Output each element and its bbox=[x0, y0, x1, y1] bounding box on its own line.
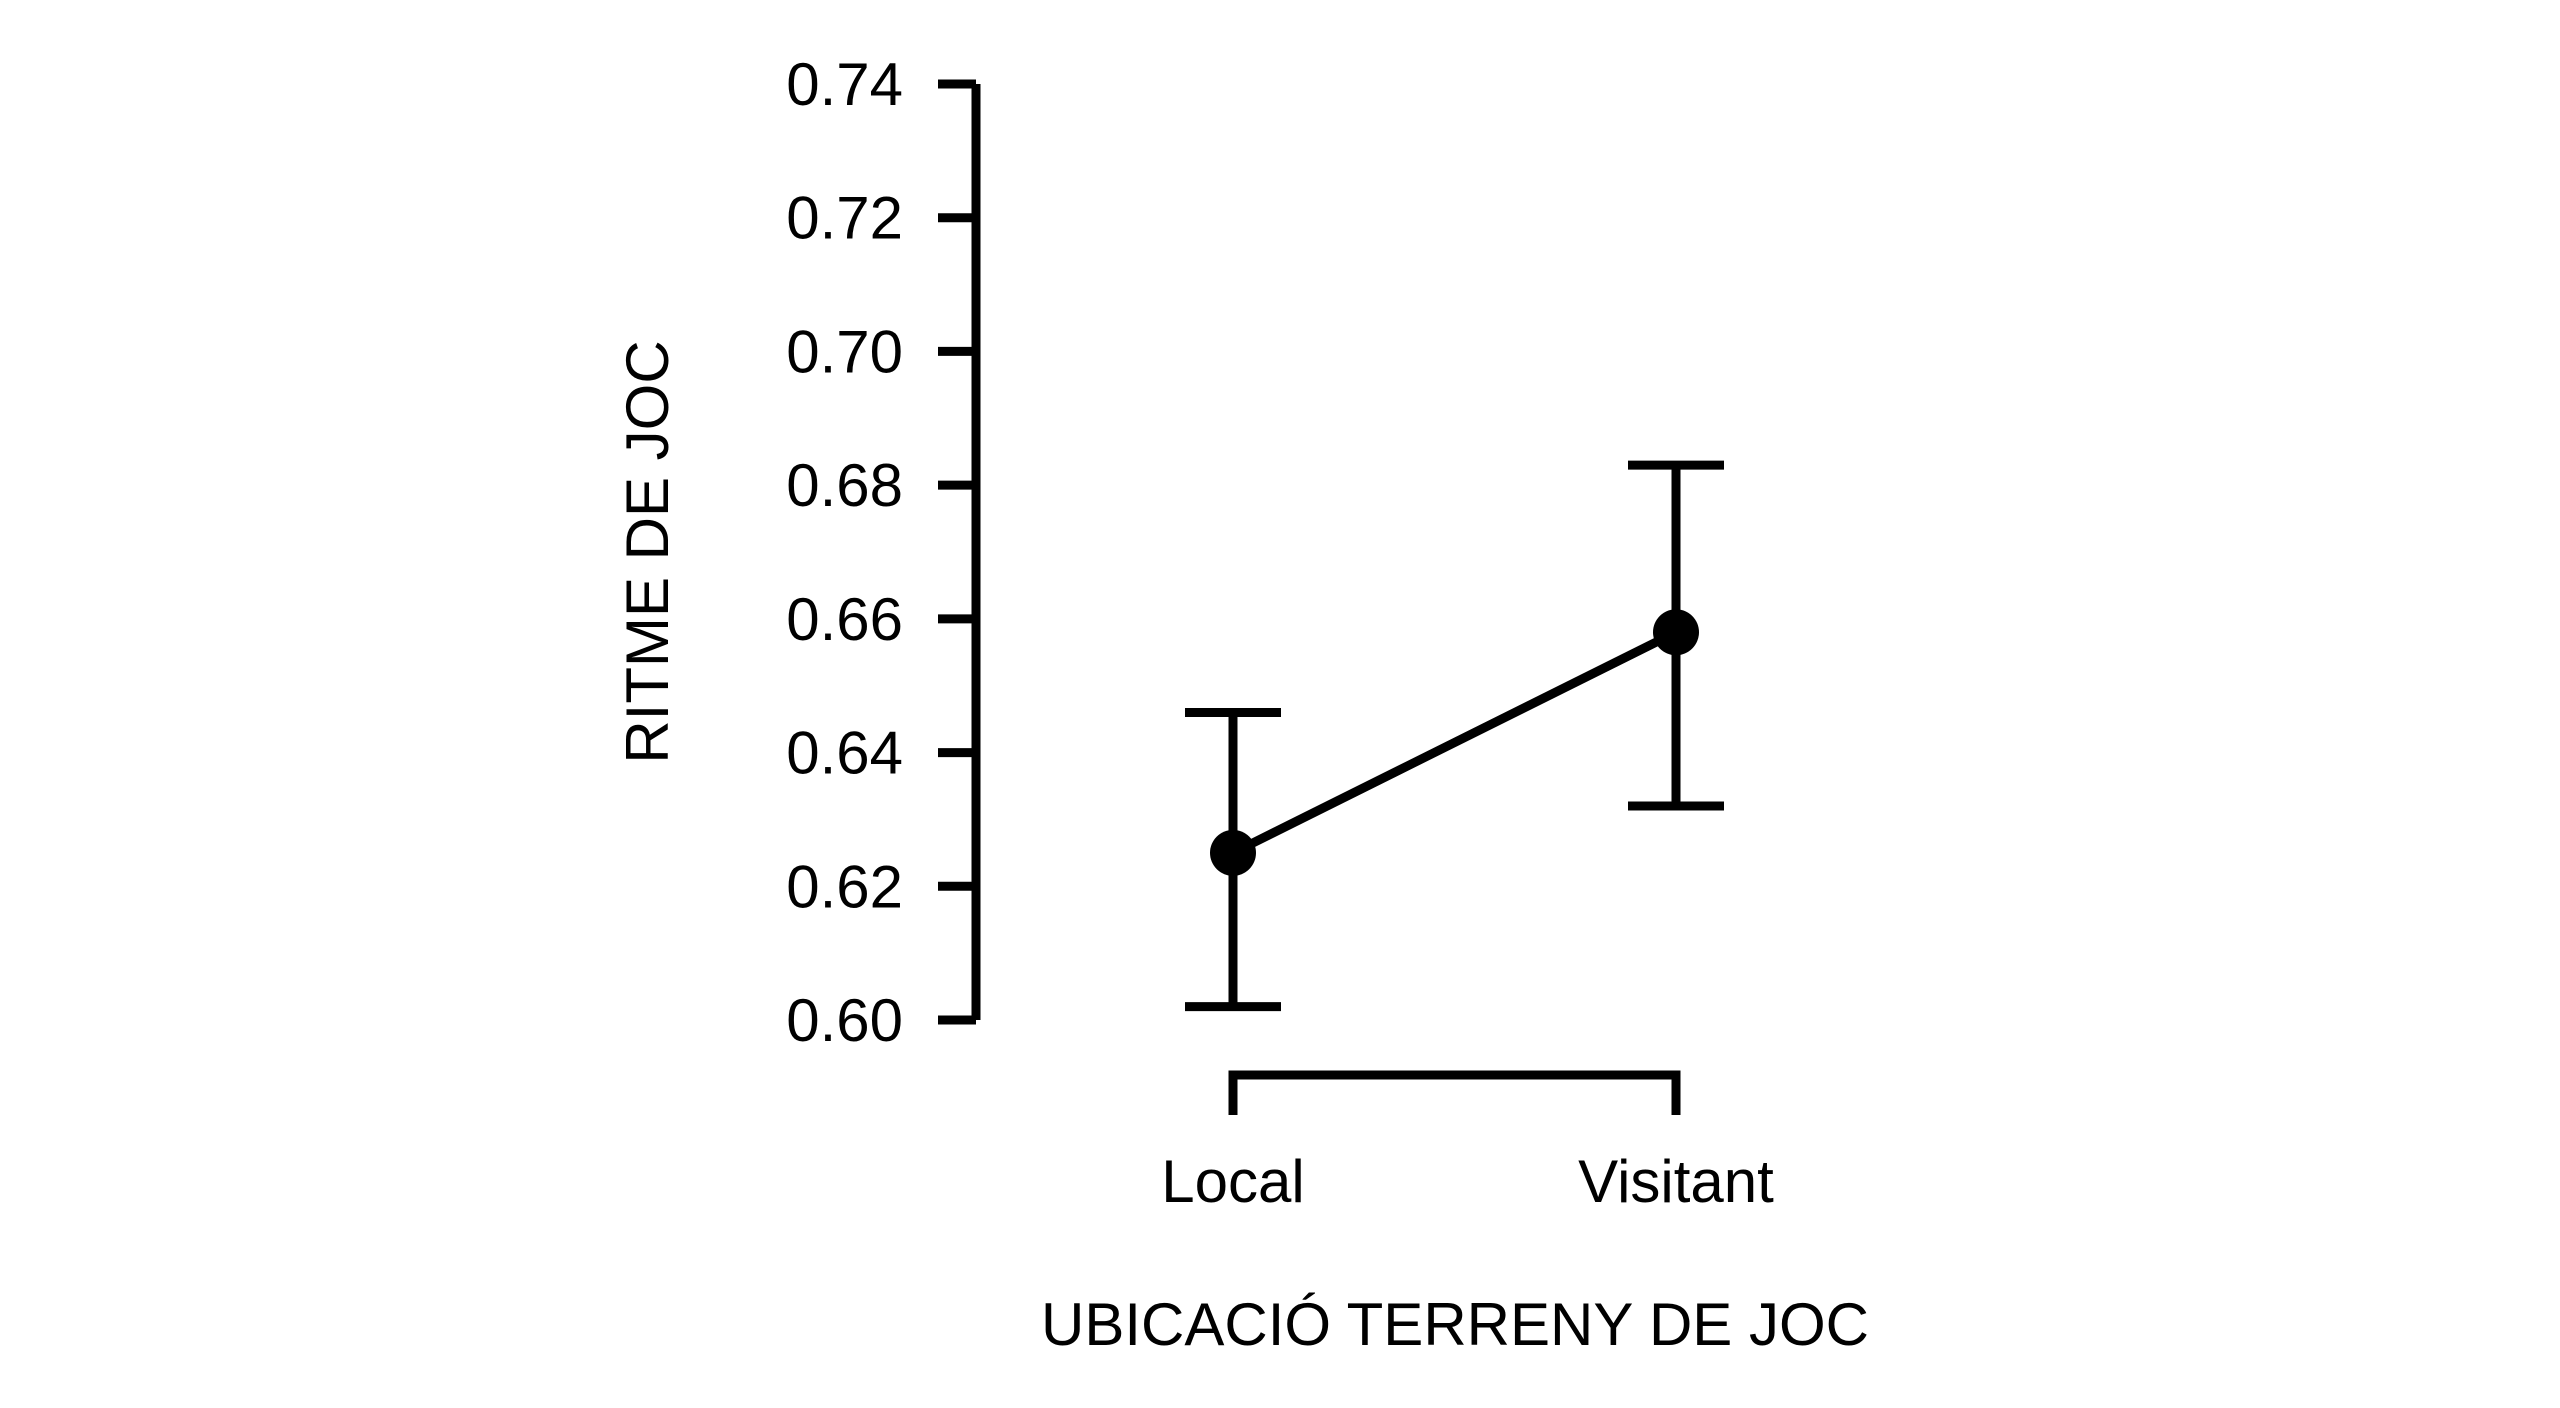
x-axis-title: UBICACIÓ TERRENY DE JOC bbox=[1041, 1291, 1869, 1358]
y-tick-label: 0.70 bbox=[786, 318, 903, 385]
y-tick-label: 0.64 bbox=[786, 720, 903, 787]
y-tick-label: 0.74 bbox=[786, 51, 903, 118]
y-tick-label: 0.68 bbox=[786, 452, 903, 519]
mean-point-marker bbox=[1653, 609, 1699, 656]
x-axis-bracket bbox=[1228, 1070, 1681, 1115]
y-tick-label: 0.66 bbox=[786, 586, 903, 653]
y-tick-label: 0.62 bbox=[786, 853, 903, 920]
y-axis-title: RITME DE JOC bbox=[614, 340, 681, 763]
x-category-label: Local bbox=[1161, 1148, 1304, 1215]
mean-connector-line bbox=[1230, 628, 1679, 857]
plot-marks: 0.60 0.62 0.64 0.66 0.68 0.70 0.72 0.74 Local Vis… bbox=[786, 51, 1774, 1215]
mean-point-marker bbox=[1210, 829, 1256, 876]
y-tick-label: 0.60 bbox=[786, 987, 903, 1054]
y-tick-label: 0.72 bbox=[786, 185, 903, 252]
x-category-label: Visitant bbox=[1578, 1148, 1774, 1215]
